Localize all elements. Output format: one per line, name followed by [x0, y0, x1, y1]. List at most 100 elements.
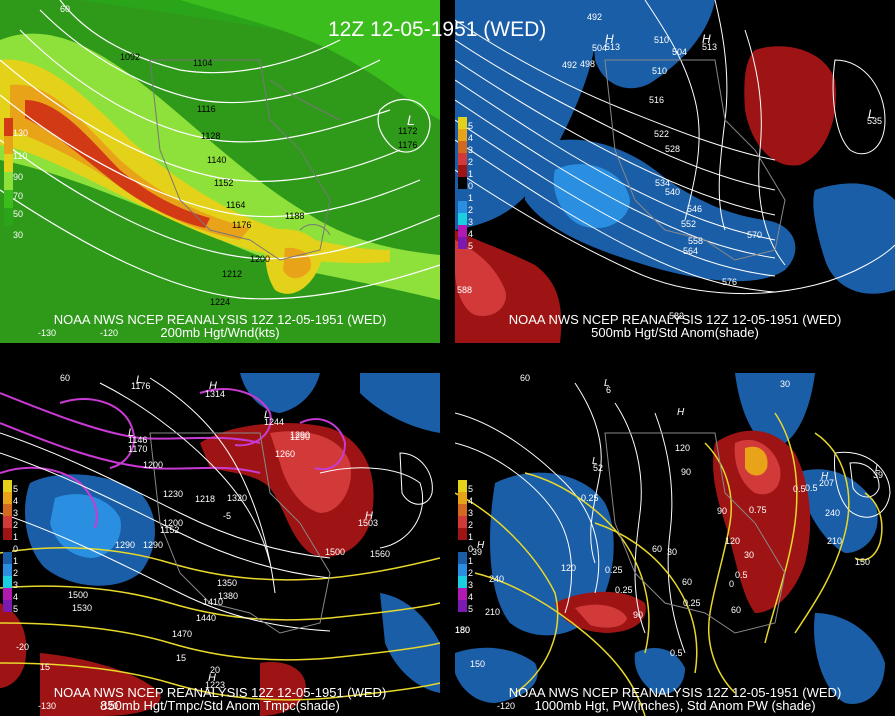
pressure-value: 1244 [264, 417, 284, 427]
contour-label: 1218 [195, 494, 215, 504]
contour-label: 1200 [163, 518, 183, 528]
contour-label: 0 [729, 579, 734, 589]
pressure-value: 1223 [205, 680, 225, 690]
contour-label: 240 [825, 508, 840, 518]
contour-label: 522 [654, 129, 669, 139]
panel-subtitle: 500mb Hgt/Std Anom(shade) [591, 325, 759, 340]
contour-label: 1470 [172, 629, 192, 639]
contour-label: 1530 [72, 603, 92, 613]
pw-label: 0.5 [670, 648, 683, 658]
contour-label: 1116 [197, 104, 216, 114]
contour-label: 1152 [160, 525, 179, 535]
legend-label: 1 [468, 532, 473, 542]
legend-label: 70 [13, 191, 23, 201]
map-1000mb: 120 90 60 30 0 30 60 90 120 150 180 210 … [455, 373, 895, 716]
low-value: 535 [867, 116, 882, 126]
lon-label: -130 [38, 328, 56, 338]
low-value: 1172 [398, 126, 417, 136]
panel-1000mb: 120 90 60 30 0 30 60 90 120 150 180 210 … [455, 373, 895, 716]
contour-label: 30 [667, 547, 677, 557]
legend-label: 4 [468, 133, 473, 143]
contour-label: 1152 [214, 178, 233, 188]
contour-label: 492 [587, 12, 602, 22]
high-value: 513 [702, 42, 717, 52]
legend-label: 3 [13, 580, 18, 590]
legend-500mb: 5 4 3 2 1 0 1 2 3 4 5 [458, 117, 473, 251]
map-850mb: 1170 1200 1230 1260 1290 1320 1290 1200 … [0, 373, 440, 716]
legend-label: 2 [468, 568, 473, 578]
contour-label: 150 [855, 557, 870, 567]
contour-label: 1224 [210, 297, 230, 307]
panel-title: NOAA NWS NCEP REANALYSIS 12Z 12-05-1951 … [508, 685, 842, 700]
temp-label: 15 [40, 662, 50, 672]
contour-label: 570 [747, 230, 762, 240]
legend-label: 5 [468, 604, 473, 614]
contour-label: 540 [665, 187, 680, 197]
contour-label: 1212 [222, 269, 242, 279]
contour-label: 240 [489, 574, 504, 584]
legend-label: 50 [13, 209, 23, 219]
contour-label: 120 [725, 536, 740, 546]
panel-title: NOAA NWS NCEP REANALYSIS 12Z 12-05-1951 … [508, 312, 842, 327]
contour-label: 1230 [163, 489, 183, 499]
legend-label: 2 [468, 157, 473, 167]
contour-label: 1176 [232, 220, 251, 230]
lon-label: -120 [100, 701, 118, 711]
high-marker: H [365, 510, 373, 522]
high-marker: H [477, 540, 485, 551]
legend-label: 90 [13, 172, 23, 182]
contour-label: 1500 [325, 547, 345, 557]
contour-label: 1140 [207, 155, 226, 165]
contour-label: 504 [672, 47, 687, 57]
contour-label: 1380 [218, 591, 238, 601]
high-marker: H [821, 471, 829, 482]
legend-label: 5 [468, 121, 473, 131]
low-marker: L [264, 409, 270, 421]
legend-label: 3 [468, 217, 473, 227]
legend-label: 5 [13, 484, 18, 494]
legend-label: 3 [468, 145, 473, 155]
legend-label: 0 [13, 544, 18, 554]
lon-label: -120 [100, 328, 118, 338]
legend-label: 4 [13, 496, 18, 506]
legend-label: 2 [13, 568, 18, 578]
legend-label: 5 [468, 241, 473, 251]
pressure-value: 52 [593, 463, 603, 473]
low-marker: L [875, 463, 881, 474]
contour-label: 1560 [370, 549, 390, 559]
legend-label: 5 [13, 604, 18, 614]
legend-1000mb: 5 4 3 2 1 0 1 2 3 4 5 [458, 480, 473, 614]
pressure-value: 207 [819, 478, 834, 488]
legend-label: 110 [13, 151, 27, 161]
contour-label: 1290 [115, 540, 135, 550]
contour-label: 90 [681, 467, 691, 477]
legend-label: 130 [13, 128, 28, 138]
contour-label: 90 [633, 610, 643, 620]
legend-label: 3 [13, 508, 18, 518]
pw-label: 0.25 [683, 598, 701, 608]
pw-label: 0.5 [793, 484, 806, 494]
contour-label: 180 [455, 625, 470, 635]
contour-label: 60 [731, 605, 741, 615]
legend-label: 4 [13, 592, 18, 602]
legend-label: 2 [468, 205, 473, 215]
pressure-value: 1503 [358, 518, 378, 528]
pressure-value: 1146 [128, 435, 147, 445]
contour-label: 60 [682, 577, 692, 587]
panel-850mb: 1170 1200 1230 1260 1290 1320 1290 1200 … [0, 373, 440, 716]
pw-label: 0.5 [805, 483, 818, 493]
panel-title: NOAA NWS NCEP REANALYSIS 12Z 12-05-1951 … [53, 685, 387, 700]
legend-label: 3 [468, 508, 473, 518]
map-200mb: 1092 1104 1116 1128 1140 1152 1164 1176 … [0, 0, 440, 343]
temp-label: -5 [223, 511, 231, 521]
contour-label: 1500 [68, 590, 88, 600]
high-marker: H [702, 32, 711, 46]
contour-label: 1290 [290, 432, 310, 442]
contour-label: 1170 [128, 444, 147, 454]
lat-label: 60 [60, 4, 70, 14]
contour-label: 1290 [290, 430, 310, 440]
legend-200mb: 130 110 90 70 50 30 [4, 118, 28, 240]
contour-label: 1290 [143, 540, 163, 550]
lon-label: -120 [497, 701, 515, 711]
contour-label: 516 [649, 95, 664, 105]
